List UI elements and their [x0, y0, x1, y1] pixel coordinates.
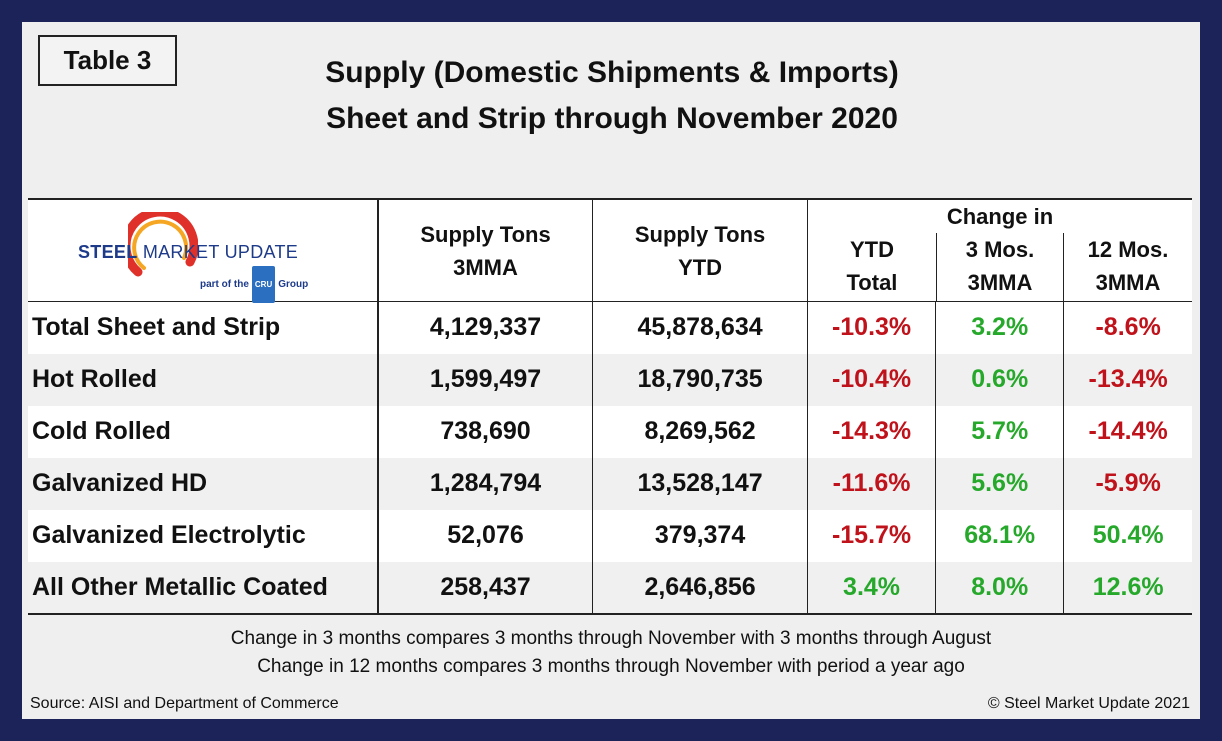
table-row: Galvanized Electrolytic 52,076 379,374 -15.… [28, 509, 1192, 562]
supply-ytd-value: 18,790,735 [592, 353, 808, 406]
supply-table: STEEL MARKET UPDATE part of the CRU Grou… [28, 198, 1192, 615]
header-change-in: Change in [946, 204, 1054, 229]
supply-ytd-value: 45,878,634 [592, 301, 808, 354]
change-3-mos-value: 68.1% [935, 509, 1065, 562]
table-number-badge: Table 3 [38, 35, 177, 86]
header-supply-ytd: Supply Tons YTD [592, 198, 808, 302]
supply-ytd-value: 8,269,562 [592, 405, 808, 458]
footnotes: Change in 3 months compares 3 months thr… [22, 625, 1200, 681]
header-supply-ytd-line1: Supply Tons [634, 221, 766, 247]
logo-subtitle: part of the CRU Group [200, 265, 309, 303]
copyright-note: © Steel Market Update 2021 [987, 695, 1190, 712]
cru-badge: CRU [251, 265, 276, 303]
logo-cell: STEEL MARKET UPDATE part of the CRU Grou… [28, 198, 379, 303]
logo-swoosh-icon [128, 211, 198, 276]
title-line-2: Sheet and Strip through November 2020 [326, 102, 898, 135]
header-12-mos: 12 Mos. 3MMA [1064, 233, 1192, 301]
change-ytd-value: -15.7% [807, 509, 937, 562]
logo-sub-suffix: Group [278, 278, 309, 290]
change-12-mos-value: 50.4% [1092, 521, 1164, 549]
row-label: Cold Rolled [28, 405, 379, 458]
header-row: STEEL MARKET UPDATE part of the CRU Grou… [28, 198, 1192, 303]
change-12-mos-value: -13.4% [1063, 353, 1192, 406]
footnote-12-months: Change in 12 months compares 3 months th… [257, 656, 965, 677]
change-12-mos-value: -5.9% [1063, 457, 1192, 510]
change-ytd-value: 3.4% [807, 561, 937, 615]
change-12-mos-value: -8.6% [1095, 313, 1161, 342]
row-label: Galvanized HD [28, 457, 379, 510]
row-label: Galvanized Electrolytic [28, 509, 379, 562]
change-3-mos-value: 0.6% [935, 353, 1065, 406]
row-label: Total Sheet and Strip [28, 301, 379, 354]
supply-ytd-value: 379,374 [592, 509, 808, 562]
supply-ytd-value: 2,646,856 [592, 561, 808, 615]
table-row: Galvanized HD 1,284,794 13,528,147 -11.6% 5.… [28, 457, 1192, 510]
title-line-1: Supply (Domestic Shipments & Imports) [325, 56, 899, 89]
supply-3mma-value: 1,284,794 [377, 457, 594, 510]
change-ytd-value: -10.3% [807, 301, 937, 354]
header-3-mos-line1: 3 Mos. [965, 237, 1035, 262]
change-3-mos-value: 3.2% [935, 301, 1065, 354]
header-change-subcols: YTD Total 3 Mos. 3MMA 12 Mos. 3MMA [808, 233, 1192, 301]
supply-3mma-value: 1,599,497 [377, 353, 594, 406]
table-panel: Table 3 Supply (Domestic Shipments & Imp… [22, 22, 1200, 719]
header-supply-3mma: Supply Tons 3MMA [377, 198, 594, 302]
change-3-mos-value: 5.6% [935, 457, 1065, 510]
change-3-mos-value: 8.0% [935, 561, 1065, 615]
change-ytd-value: -11.6% [807, 457, 937, 510]
page-title: Supply (Domestic Shipments & Imports) Sh… [202, 50, 1022, 142]
logo-sub-prefix: part of the [200, 278, 249, 290]
logo-light-text: MARKET UPDATE [137, 241, 299, 262]
row-label: All Other Metallic Coated [28, 561, 379, 615]
table-body: Total Sheet and Strip 4,129,337 45,878,634… [28, 301, 1192, 615]
header-12-mos-line1: 12 Mos. [1087, 237, 1169, 262]
supply-3mma-value: 258,437 [377, 561, 594, 615]
header-3-mos-line2: 3MMA [967, 270, 1033, 295]
supply-3mma-value: 4,129,337 [377, 301, 594, 354]
table-row: Hot Rolled 1,599,497 18,790,735 -10.4% 0.6% -… [28, 353, 1192, 406]
header-12-mos-line2: 3MMA [1095, 270, 1161, 295]
row-label: Hot Rolled [28, 353, 379, 406]
change-12-mos-value: 12.6% [1063, 561, 1192, 615]
change-ytd-value: -10.4% [807, 353, 937, 406]
header-ytd-total: YTD Total [808, 233, 936, 301]
header-supply-3mma-line1: Supply Tons [420, 221, 551, 247]
steel-market-update-logo: STEEL MARKET UPDATE part of the CRU Grou… [78, 211, 318, 303]
change-3-mos-value: 5.7% [935, 405, 1065, 458]
footnote-3-months: Change in 3 months compares 3 months thr… [230, 628, 992, 649]
supply-3mma-value: 738,690 [377, 405, 594, 458]
supply-3mma-value: 52,076 [377, 509, 594, 562]
logo-wordmark: STEEL MARKET UPDATE [78, 236, 298, 269]
table-row: Total Sheet and Strip 4,129,337 45,878,634… [28, 301, 1192, 354]
header-3-mos: 3 Mos. 3MMA [935, 233, 1064, 301]
source-note: Source: AISI and Department of Commerce [30, 695, 339, 712]
supply-ytd-value: 13,528,147 [592, 457, 808, 510]
header-ytd-total-line1: YTD [849, 237, 894, 262]
change-ytd-value: -14.3% [807, 405, 937, 458]
change-12-mos-value: -14.4% [1088, 417, 1168, 445]
header-ytd-total-line2: Total [846, 270, 898, 295]
logo-bold-text: STEEL [78, 241, 138, 262]
header-supply-3mma-line2: 3MMA [453, 254, 518, 280]
table-row: All Other Metallic Coated 258,437 2,646,85… [28, 561, 1192, 615]
header-supply-ytd-line2: YTD [678, 254, 723, 280]
table-row: Cold Rolled 738,690 8,269,562 -14.3% 5.7% -14… [28, 405, 1192, 458]
header-change-group: Change in YTD Total 3 Mos. 3MMA 12 Mos. [807, 198, 1192, 302]
